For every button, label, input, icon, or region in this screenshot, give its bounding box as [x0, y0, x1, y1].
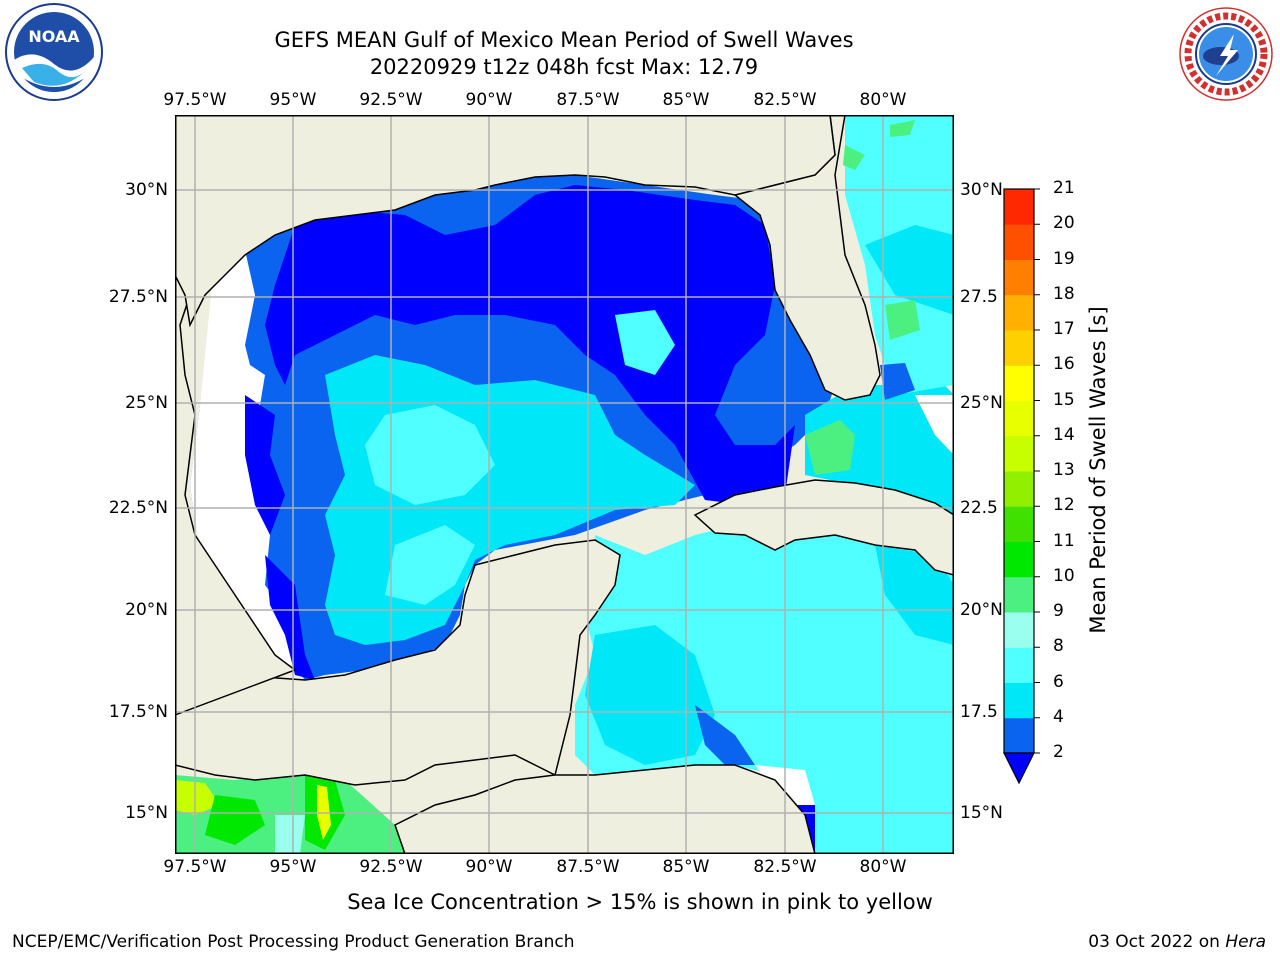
- colorbar-segment: [1004, 717, 1034, 754]
- colorbar-label: Mean Period of Swell Waves [s]: [1086, 306, 1110, 634]
- lat-tick-left: 27.5°N: [108, 287, 168, 307]
- lon-tick-top: 87.5°W: [556, 90, 620, 110]
- colorbar-segment: [1004, 576, 1034, 613]
- footer-host: Hera: [1225, 932, 1266, 952]
- lon-tick-bottom: 87.5°W: [556, 857, 620, 877]
- lon-tick-top: 92.5°W: [359, 90, 423, 110]
- colorbar-segment: [1004, 365, 1034, 401]
- colorbar-segment: [1004, 506, 1034, 542]
- lon-tick-bottom: 97.5°W: [163, 857, 227, 877]
- colorbar-segment: [1004, 682, 1034, 719]
- footer-credit: NCEP/EMC/Verification Post Processing Pr…: [12, 932, 575, 952]
- chart-subtitle: 20220929 t12z 048h fcst Max: 12.79: [369, 55, 759, 79]
- colorbar-segment: [1004, 612, 1034, 648]
- lon-tick-bottom: 82.5°W: [753, 857, 817, 877]
- lon-tick-bottom: 92.5°W: [359, 857, 423, 877]
- colorbar-tick-label: 20: [1053, 213, 1075, 234]
- colorbar-tick-label: 21: [1053, 178, 1075, 198]
- caribbean-water: [575, 495, 954, 854]
- colorbar-segment: [1004, 259, 1034, 296]
- lat-tick-right: 15°N: [960, 803, 1003, 823]
- us-coast-land: [175, 115, 836, 328]
- colorbar-segment: [1004, 224, 1034, 260]
- lon-tick-bottom: 90°W: [465, 857, 513, 877]
- colorbar-tick-label: 4: [1053, 706, 1064, 727]
- colorbar-segment: [1004, 400, 1034, 437]
- colorbar-segment: [1004, 647, 1034, 683]
- cuba-land: [693, 479, 954, 576]
- colorbar-tick-label: 8: [1053, 636, 1064, 657]
- footer-date: 03 Oct 2022 on Hera: [1088, 932, 1266, 952]
- lat-tick-left: 17.5°N: [108, 702, 168, 722]
- colorbar-tick-label: 15: [1053, 389, 1075, 410]
- lat-tick-left: 22.5°N: [108, 498, 168, 518]
- lat-tick-right: 20°N: [960, 600, 1003, 620]
- gulf-nodata-west: [190, 250, 295, 665]
- colorbar-tick-label: 12: [1053, 495, 1075, 516]
- colorbar-segment: [1004, 330, 1034, 366]
- lon-tick-top: 90°W: [465, 90, 513, 110]
- colorbar-tick-label: 17: [1053, 319, 1075, 339]
- colorbar-segment: [1004, 189, 1034, 225]
- lon-tick-top: 97.5°W: [163, 90, 227, 110]
- lon-tick-bottom: 95°W: [269, 857, 317, 877]
- colorbar-tick-label: 11: [1053, 530, 1075, 551]
- lat-tick-left: 15°N: [125, 803, 168, 823]
- lat-tick-left: 30°N: [125, 180, 168, 200]
- lon-tick-bottom: 80°W: [859, 857, 907, 877]
- colorbar-segment: [1004, 435, 1034, 472]
- colorbar-under-arrow: [1003, 752, 1035, 785]
- lon-tick-top: 80°W: [859, 90, 907, 110]
- chart-title: GEFS MEAN Gulf of Mexico Mean Period of …: [274, 28, 854, 52]
- lon-tick-top: 95°W: [269, 90, 317, 110]
- gulf-of-mexico-map: [175, 115, 954, 854]
- lat-tick-left: 20°N: [125, 600, 168, 620]
- colorbar-segment: [1004, 471, 1034, 507]
- sea-ice-note: Sea Ice Concentration > 15% is shown in …: [347, 890, 933, 914]
- lon-tick-top: 82.5°W: [753, 90, 817, 110]
- lat-tick-right: 30°N: [960, 180, 1003, 200]
- colorbar: [1003, 188, 1040, 785]
- colorbar-tick-label: 19: [1053, 248, 1075, 269]
- lon-tick-top: 85°W: [662, 90, 710, 110]
- footer-date-text: 03 Oct 2022 on: [1088, 932, 1226, 952]
- noaa-logo: NOAA: [5, 3, 103, 101]
- lat-tick-right: 27.5: [960, 287, 998, 307]
- colorbar-tick-label: 2: [1053, 742, 1064, 762]
- lat-tick-left: 25°N: [125, 393, 168, 413]
- gulf-deep-blue: [265, 185, 795, 505]
- colorbar-tick-label: 6: [1053, 671, 1064, 692]
- svg-text:NOAA: NOAA: [28, 27, 80, 46]
- nws-logo: [1179, 7, 1273, 101]
- lat-tick-right: 25°N: [960, 393, 1003, 413]
- lon-tick-bottom: 85°W: [662, 857, 710, 877]
- colorbar-tick-label: 10: [1053, 565, 1075, 586]
- colorbar-segment: [1004, 294, 1034, 331]
- colorbar-segment: [1004, 541, 1034, 578]
- colorbar-tick-label: 16: [1053, 354, 1075, 375]
- colorbar-tick-label: 9: [1053, 601, 1064, 621]
- colorbar-tick-label: 18: [1053, 283, 1075, 304]
- yucatan-land: [175, 539, 621, 854]
- colorbar-tick-label: 13: [1053, 460, 1075, 480]
- lat-tick-right: 17.5: [960, 702, 998, 722]
- colorbar-tick-label: 14: [1053, 424, 1075, 445]
- lat-lon-grid: [175, 115, 954, 854]
- lat-tick-right: 22.5: [960, 498, 998, 518]
